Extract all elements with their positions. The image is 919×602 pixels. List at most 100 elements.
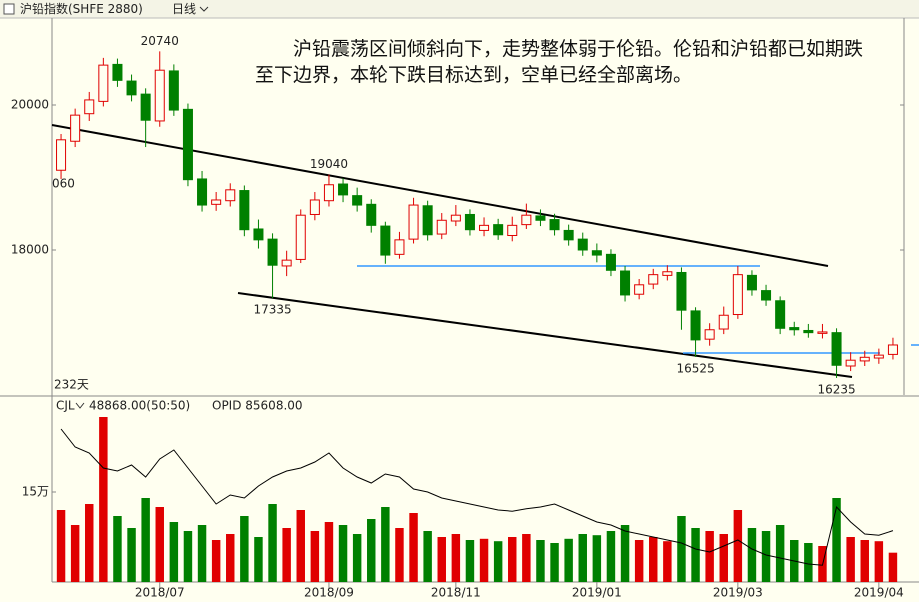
price-label: 19040	[310, 157, 348, 171]
candle-body	[704, 329, 715, 340]
candle-body	[436, 219, 447, 235]
volume-bar	[691, 528, 700, 582]
volume-bar	[367, 519, 376, 582]
period-dropdown[interactable]	[199, 6, 209, 12]
volume-bar	[663, 541, 672, 582]
candle-body	[267, 238, 278, 266]
candle-body	[887, 344, 898, 355]
volume-bar	[423, 531, 432, 582]
volume-bar	[99, 417, 108, 582]
candle-body	[239, 190, 250, 231]
volume-bar	[733, 510, 743, 582]
volume-bar	[56, 510, 66, 582]
price-label: 20740	[141, 34, 179, 48]
candle-body	[648, 274, 659, 285]
volume-bar	[113, 516, 122, 582]
candle-body	[56, 139, 67, 171]
candle-body	[746, 274, 757, 291]
volume-bar	[127, 528, 136, 582]
volume-bar	[211, 540, 221, 582]
candle-body	[493, 224, 504, 236]
volume-bar	[268, 504, 277, 582]
toolbar	[0, 0, 919, 18]
volume-bar	[437, 537, 446, 582]
candle-body	[479, 224, 490, 231]
period[interactable]: 日线	[172, 2, 196, 16]
volume-bar	[874, 541, 884, 582]
x-tick-label: 2018/11	[431, 586, 481, 600]
candle-body	[577, 238, 588, 251]
candle-body	[450, 214, 461, 222]
candle-body	[718, 314, 729, 330]
candle-body	[507, 224, 518, 237]
y-tick-label: 20000	[11, 98, 49, 112]
candle-body	[662, 271, 673, 276]
volume-bar	[804, 543, 813, 582]
volume-bar	[240, 516, 249, 582]
volume-bar	[775, 525, 785, 582]
volume-bar	[508, 537, 517, 582]
volume-bar	[197, 525, 207, 582]
x-tick-label: 2019/03	[713, 586, 763, 600]
y-tick-label: 15万	[22, 485, 49, 499]
volume-bar	[226, 534, 235, 582]
price-label: 16525	[676, 361, 714, 375]
candle-body	[676, 271, 687, 311]
toolbar-icon[interactable]	[3, 3, 15, 15]
volume-bar	[522, 534, 531, 582]
volume-dropdown[interactable]	[75, 402, 85, 409]
candle-body	[408, 204, 419, 240]
upper-trendline	[51, 124, 829, 267]
candle-body	[309, 199, 320, 215]
candle-body	[323, 184, 334, 202]
candle-body	[154, 69, 165, 122]
volume-bar	[719, 534, 728, 582]
volume-bar	[409, 513, 418, 582]
volume-name[interactable]: CJL	[56, 399, 75, 413]
candle-body	[126, 80, 137, 96]
volume-bar	[578, 534, 587, 582]
bar-count: 232天	[54, 378, 89, 392]
candle-body	[422, 205, 433, 236]
candle-body	[98, 64, 109, 102]
candle-body	[831, 332, 842, 366]
opid-readout: OPID 85608.00	[212, 399, 303, 413]
volume-bar	[649, 537, 658, 582]
volume-bar	[282, 528, 291, 582]
x-tick-label: 2018/09	[304, 586, 354, 600]
candle-body	[140, 93, 151, 121]
volume-bar	[85, 504, 94, 582]
opid-line	[60, 428, 894, 566]
volume-bar	[761, 531, 771, 582]
x-tick-label: 2019/01	[572, 586, 622, 600]
candle-body	[464, 213, 475, 231]
volume-bar	[451, 534, 461, 582]
candle-body	[168, 70, 179, 111]
volume-bar	[564, 538, 573, 582]
volume-bar	[888, 552, 898, 582]
volume-bar	[395, 528, 404, 582]
candle-body	[352, 195, 363, 206]
volume-bar	[747, 528, 757, 582]
candle-body	[84, 99, 95, 115]
candle-body	[253, 228, 264, 241]
volume-bar	[155, 507, 164, 582]
volume-bar	[677, 516, 686, 582]
volume-bar	[550, 543, 559, 582]
volume-bar	[832, 498, 841, 582]
volume-bar	[479, 538, 489, 582]
candle-body	[605, 253, 616, 271]
candle-body	[859, 356, 870, 362]
price-label: 17335	[253, 303, 291, 317]
volume-bar	[606, 531, 616, 582]
candle-body	[591, 250, 602, 256]
candle-body	[70, 114, 81, 142]
volume-bar	[70, 525, 80, 582]
candle-body	[112, 63, 123, 81]
candle-body	[211, 199, 222, 205]
candle-body	[803, 329, 814, 334]
candle-body	[775, 300, 786, 329]
symbol[interactable]: 沪铅指数(SHFE 2880)	[20, 1, 143, 16]
